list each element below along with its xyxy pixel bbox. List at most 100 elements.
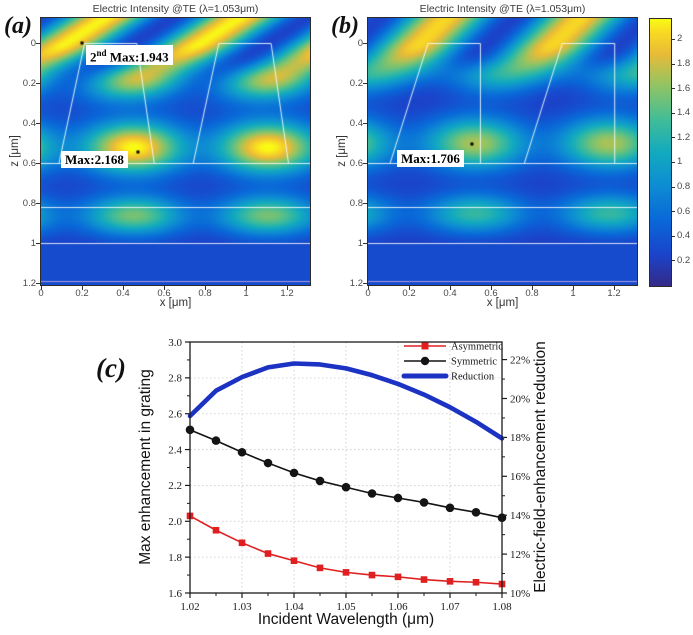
z-tick-mark xyxy=(36,283,40,284)
colorbar-tick-label: 0.6 xyxy=(677,205,691,217)
c-left-tick-label: 2.2 xyxy=(168,480,182,492)
z-tick-label: 0.4 xyxy=(349,117,363,129)
x-tick-mark xyxy=(573,286,574,290)
panel-c-label: (c) xyxy=(96,353,126,383)
colorbar-tick-mark xyxy=(672,112,675,114)
panel-a-xlabel: x [μm] xyxy=(159,297,192,309)
x-tick-mark xyxy=(409,286,410,290)
annotation-second-max-text: Max:1.943 xyxy=(106,49,169,65)
colorbar-tick-label: 2 xyxy=(677,33,683,45)
panel-b-title: Electric Intensity @TE (λ=1.053μm) xyxy=(419,3,586,15)
x-tick-mark xyxy=(532,286,533,290)
colorbar-tick-mark xyxy=(672,186,675,188)
x-tick-label: 0 xyxy=(38,288,44,299)
x-tick-mark xyxy=(41,286,42,290)
panel-b-xlabel: x [μm] xyxy=(486,297,519,309)
panel-a-title: Electric Intensity @TE (λ=1.053μm) xyxy=(92,3,259,15)
colorbar-tick-label: 1 xyxy=(677,156,683,168)
c-x-tick-label: 1.08 xyxy=(492,601,512,613)
x-tick-mark xyxy=(205,286,206,290)
colorbar-tick-label: 1.4 xyxy=(677,107,691,119)
x-tick-mark xyxy=(450,286,451,290)
series-symmetric-marker xyxy=(263,458,273,468)
colorbar-gradient xyxy=(649,18,672,287)
z-tick-label: 0.8 xyxy=(349,197,363,209)
z-tick-mark xyxy=(363,283,367,284)
z-tick-mark xyxy=(36,43,40,44)
x-tick-label: 0.2 xyxy=(402,288,416,299)
panel-c: (c) Incident Wavelength (μm) Max enhance… xyxy=(96,337,549,628)
panel-c-plot: 1.02 1.03 1.04 1.05 1.06 1.07 1.08 1.6 1.8 2.0 2.2… xyxy=(168,337,530,613)
c-x-tick-label: 1.06 xyxy=(388,601,408,613)
c-x-tick-label: 1.05 xyxy=(336,601,356,613)
series-symmetric-marker xyxy=(315,476,325,486)
series-asymmetric-marker xyxy=(264,550,272,557)
series-asymmetric-marker xyxy=(342,569,350,576)
z-tick-label: 0 xyxy=(357,37,363,49)
z-tick-mark xyxy=(363,203,367,204)
series-asymmetric-marker xyxy=(316,564,324,572)
z-tick-label: 1 xyxy=(357,237,363,249)
z-tick-mark xyxy=(36,163,40,164)
z-tick-label: 0.8 xyxy=(22,197,36,209)
z-tick-label: 0 xyxy=(30,37,36,49)
series-symmetric-marker xyxy=(367,489,377,498)
x-tick-mark xyxy=(246,286,247,290)
panel-c-ylabel-left: Max enhancement in grating xyxy=(137,369,154,565)
panel-b-ylabel: z [μm] xyxy=(336,135,348,167)
x-tick-mark xyxy=(123,286,124,290)
annotation-max-a: Max:2.168 xyxy=(61,151,128,168)
z-tick-label: 1.2 xyxy=(22,277,36,289)
x-tick-label: 0.6 xyxy=(157,288,171,299)
c-right-tick-label: 18% xyxy=(510,432,530,444)
series-symmetric-marker xyxy=(341,482,351,492)
colorbar-tick-label: 1.8 xyxy=(677,58,691,70)
colorbar-tick-mark xyxy=(672,235,675,237)
series-asymmetric-marker xyxy=(472,578,480,586)
series-symmetric-marker xyxy=(445,503,455,513)
series-asymmetric-marker xyxy=(238,539,246,547)
c-x-tick-label: 1.03 xyxy=(232,601,252,613)
c-right-tick-label: 22% xyxy=(510,354,530,366)
series-reduction-line xyxy=(187,361,505,441)
x-tick-mark xyxy=(491,286,492,290)
annotation-max-b: Max:1.706 xyxy=(397,150,464,167)
c-axis-box xyxy=(189,341,503,594)
x-tick-mark xyxy=(287,286,288,290)
colorbar-tick-label: 0.8 xyxy=(677,181,691,193)
x-tick-mark xyxy=(368,286,369,290)
x-tick-mark xyxy=(82,286,83,290)
panel-a-label: (a) xyxy=(4,13,32,39)
x-tick-label: 0.2 xyxy=(75,288,89,299)
x-tick-label: 1.2 xyxy=(607,288,621,299)
colorbar-tick-mark xyxy=(672,161,675,163)
c-right-tick-label: 14% xyxy=(510,510,530,522)
z-tick-mark xyxy=(363,243,367,244)
legend-label-symmetric: Symmetric xyxy=(451,357,497,368)
c-left-tick-label: 1.8 xyxy=(168,552,182,564)
series-asymmetric-marker xyxy=(368,571,376,579)
c-right-tick-label: 10% xyxy=(510,588,530,600)
series-asymmetric-marker xyxy=(394,573,402,581)
z-tick-mark xyxy=(36,243,40,244)
series-asymmetric-marker xyxy=(446,578,454,585)
z-tick-mark xyxy=(363,123,367,124)
colorbar-tick-mark xyxy=(672,211,675,213)
x-tick-label: 0.6 xyxy=(484,288,498,299)
legend-label-asymmetric: Asymmetric xyxy=(451,342,503,353)
x-tick-label: 1 xyxy=(243,288,249,299)
c-x-tick-label: 1.02 xyxy=(180,601,199,613)
c-left-tick-label: 1.6 xyxy=(168,588,182,600)
series-asymmetric-marker xyxy=(420,576,428,583)
panel-b-label: (b) xyxy=(331,13,359,39)
z-tick-label: 0.6 xyxy=(22,157,36,169)
z-tick-mark xyxy=(36,203,40,204)
series-symmetric-marker xyxy=(419,498,429,507)
c-right-tick-label: 16% xyxy=(510,471,530,483)
series-symmetric-marker xyxy=(211,436,221,445)
z-tick-label: 0.2 xyxy=(349,77,363,89)
colorbar-tick-label: 1.6 xyxy=(677,82,691,94)
annotation-second-max-sup: nd xyxy=(96,48,107,58)
x-tick-mark xyxy=(164,286,165,290)
x-tick-mark xyxy=(614,286,615,290)
